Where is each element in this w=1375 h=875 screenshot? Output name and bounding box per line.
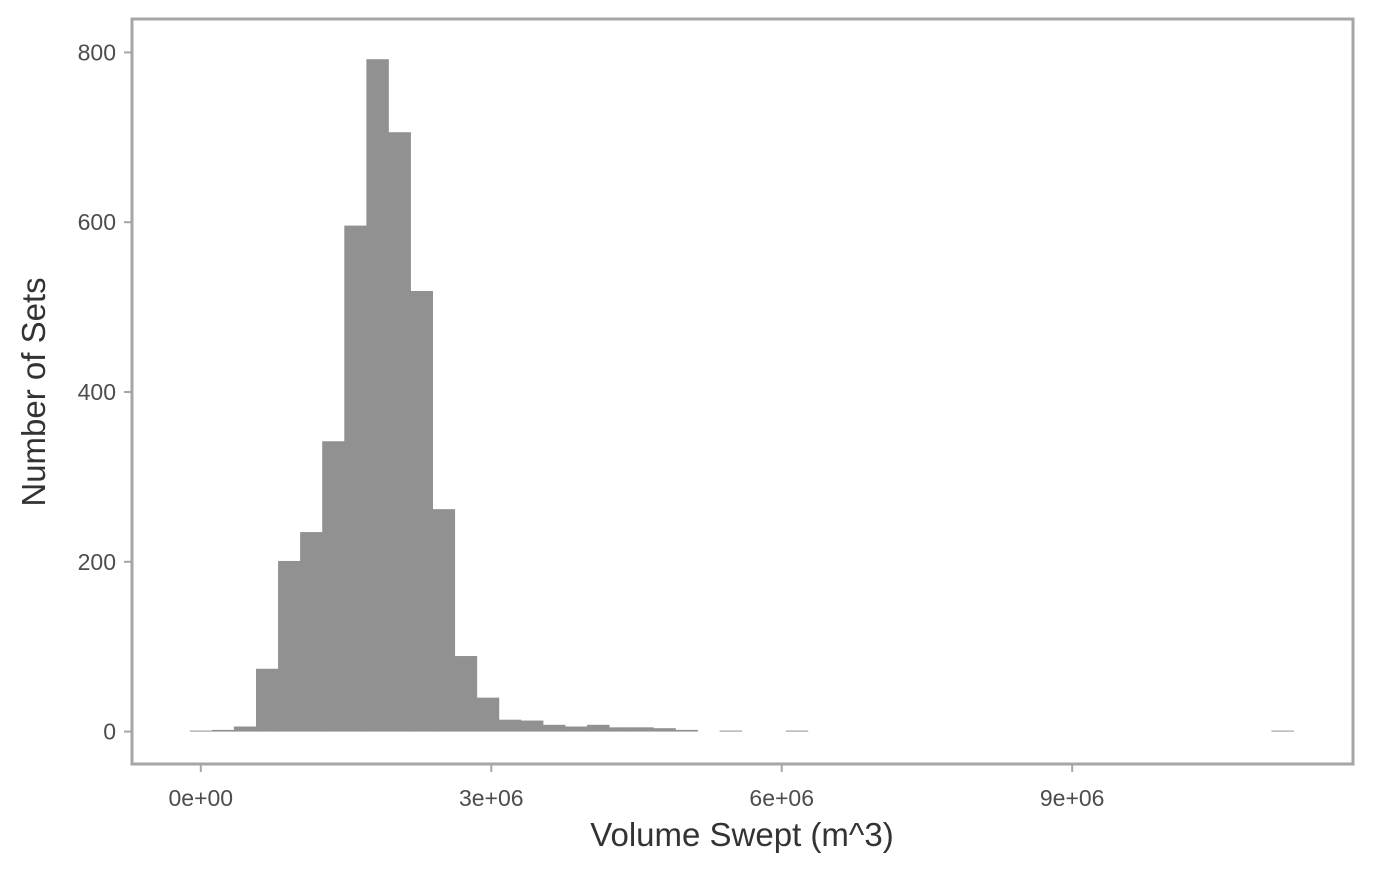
histogram-bar-5 [300, 532, 323, 732]
x-tick-label: 0e+00 [169, 785, 234, 811]
y-axis-ticks: 0 200 400 600 800 [78, 39, 132, 745]
histogram-bar-4 [278, 560, 301, 732]
histogram-bar-17 [565, 726, 588, 732]
histogram-bar-18 [587, 724, 610, 732]
histogram-bar-12 [454, 656, 478, 732]
histogram-bar-14 [498, 719, 522, 732]
y-tick-label: 0 [103, 719, 116, 745]
x-axis-ticks: 0e+00 3e+06 6e+06 9e+06 [169, 764, 1105, 811]
y-axis-title: Number of Sets [15, 277, 52, 506]
x-tick-label: 6e+06 [749, 785, 814, 811]
histogram-bar-24 [785, 730, 809, 732]
histogram-bar-20 [631, 727, 654, 732]
histogram-bar-11 [432, 509, 456, 732]
histogram-bar-25 [1271, 730, 1294, 732]
y-tick-label: 800 [78, 39, 116, 65]
histogram-bar-9 [388, 132, 411, 732]
histogram-bars [189, 59, 1294, 732]
histogram-bar-16 [542, 724, 566, 732]
histogram-bar-0 [189, 730, 213, 732]
histogram-bar-23 [719, 730, 743, 732]
histogram-bar-2 [233, 726, 257, 732]
histogram-bar-3 [255, 668, 279, 732]
histogram-bar-6 [322, 441, 345, 732]
histogram-bar-19 [609, 727, 632, 732]
y-tick-label: 400 [78, 379, 116, 405]
y-tick-label: 200 [78, 549, 116, 575]
histogram-bar-10 [410, 290, 433, 732]
histogram-bar-22 [675, 729, 698, 732]
histogram-bar-8 [366, 59, 389, 732]
histogram-bar-7 [344, 225, 367, 732]
histogram-bar-1 [211, 729, 235, 732]
histogram-bar-13 [476, 697, 500, 732]
x-tick-label: 3e+06 [459, 785, 524, 811]
y-tick-label: 600 [78, 209, 116, 235]
histogram-bar-21 [653, 728, 676, 732]
x-axis-title: Volume Swept (m^3) [590, 816, 893, 853]
x-tick-label: 9e+06 [1040, 785, 1105, 811]
histogram-bar-15 [520, 720, 544, 732]
